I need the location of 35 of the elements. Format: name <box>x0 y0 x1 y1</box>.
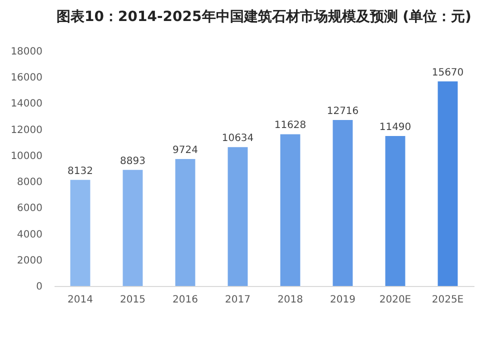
bar <box>70 180 90 286</box>
x-tick-label: 2016 <box>172 294 198 306</box>
x-tick-label: 2019 <box>330 294 356 306</box>
bar <box>122 170 143 286</box>
y-tick-label: 16000 <box>10 72 42 84</box>
y-tick-label: 0 <box>36 282 42 292</box>
y-tick-label: 12000 <box>10 124 42 136</box>
y-tick-label: 18000 <box>10 46 42 58</box>
data-label: 9724 <box>172 145 198 156</box>
x-tick-label: 2018 <box>278 294 303 306</box>
y-tick-label: 14000 <box>10 98 42 110</box>
bar <box>175 159 196 286</box>
bar <box>332 120 353 286</box>
data-label: 15670 <box>432 67 464 78</box>
chart-title: 图表10：2014-2025年中国建筑石材市场规模及预测 (单位：元) <box>56 8 472 25</box>
x-tick-label: 2025E <box>432 294 464 306</box>
bar <box>228 147 248 286</box>
y-tick-label: 2000 <box>17 255 42 266</box>
y-tick-label: 6000 <box>17 203 42 214</box>
x-tick-label: 2015 <box>120 294 146 306</box>
data-label: 11490 <box>379 122 412 133</box>
y-tick-label: 4000 <box>17 229 42 240</box>
data-label: 12716 <box>326 106 359 117</box>
bar <box>438 81 458 286</box>
y-tick-label: 8000 <box>17 177 42 188</box>
data-label: 11628 <box>274 120 306 132</box>
bar <box>385 136 406 286</box>
x-tick-label: 2020E <box>379 294 412 306</box>
x-tick-label: 2014 <box>68 294 93 306</box>
data-label: 8132 <box>68 166 93 177</box>
y-tick-label: 10000 <box>10 150 42 162</box>
x-tick-label: 2017 <box>225 294 250 306</box>
data-label: 8893 <box>120 156 146 167</box>
bar <box>280 134 300 286</box>
data-label: 10634 <box>222 133 254 144</box>
